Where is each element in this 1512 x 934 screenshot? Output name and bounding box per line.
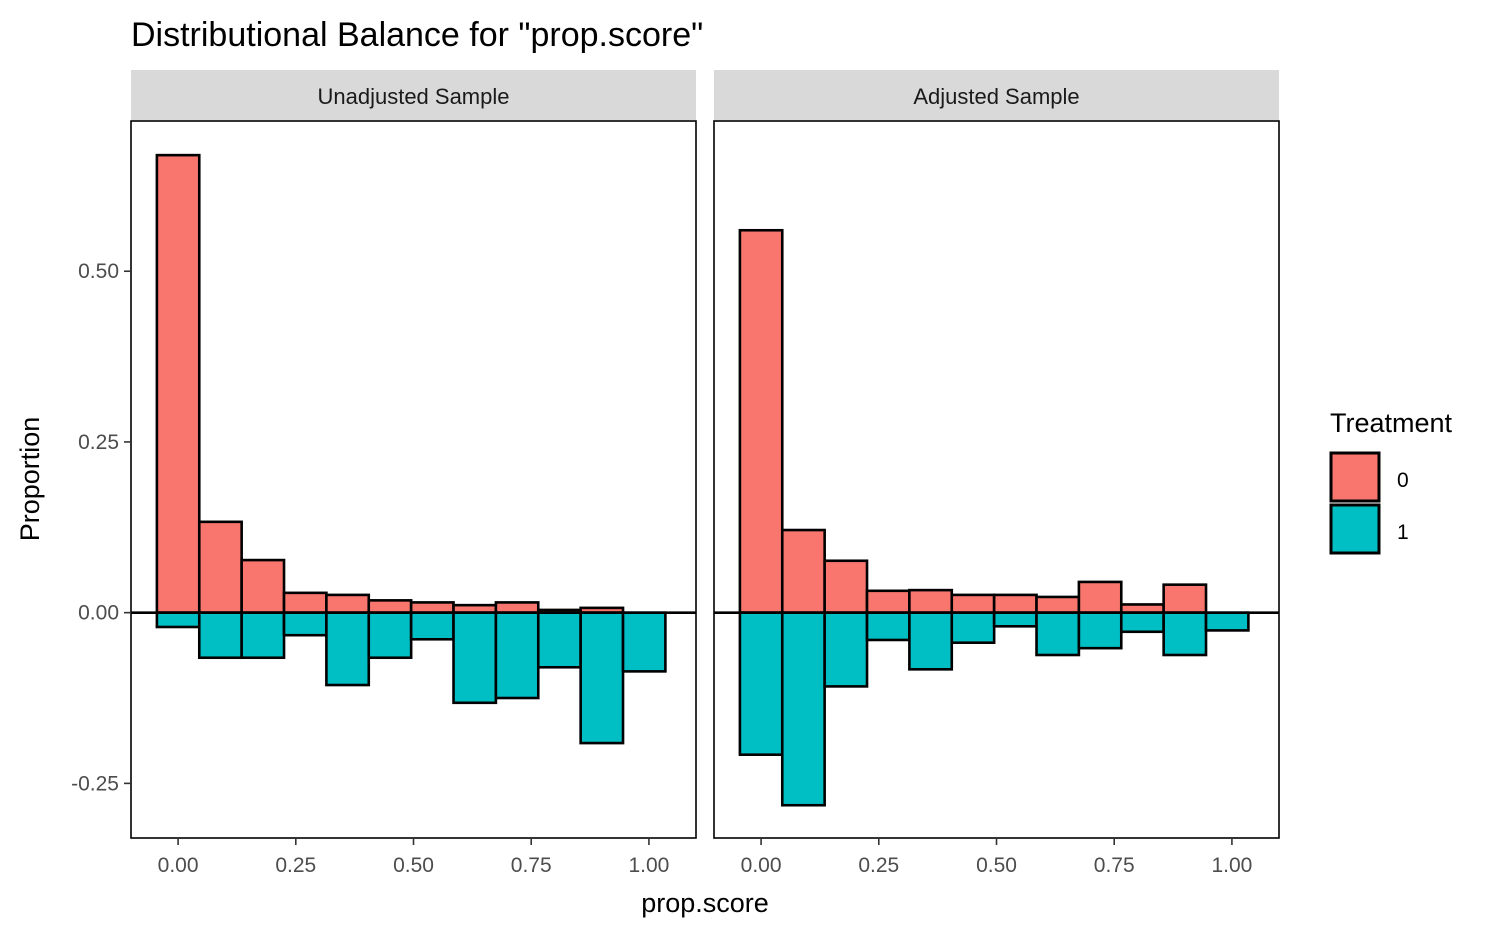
x-tick-label-0-3: 0.75 [511, 854, 552, 877]
y-tick-label-1: 0.00 [78, 602, 119, 625]
facet-panel-1: Adjusted Sample 0.00 0.25 0.50 0.75 1.00 [713, 70, 1280, 877]
facet-strip-1 [714, 70, 1279, 120]
bar-adjusted-sample-t1-bin3 [865, 611, 911, 642]
x-tick-label-0-1: 0.25 [275, 854, 316, 877]
bar-adjusted-sample-t1-bin4 [908, 611, 954, 671]
bar-unadjusted-sample-t1-bin1 [197, 611, 243, 660]
bar-unadjusted-sample-t1-bin0 [155, 611, 201, 629]
bar-adjusted-sample-t0-bin2 [823, 559, 869, 614]
bar-unadjusted-sample-t0-bin6 [409, 601, 455, 614]
bar-unadjusted-sample-t1-bin10 [579, 611, 625, 745]
legend-label-1: 1 [1397, 521, 1409, 544]
legend-title: Treatment [1330, 408, 1453, 438]
x-tick-label-0-0: 0.00 [158, 854, 199, 877]
bar-unadjusted-sample-t0-bin8 [494, 601, 540, 614]
facet-strip-label-0: Unadjusted Sample [317, 84, 509, 109]
bar-adjusted-sample-t1-bin6 [992, 611, 1038, 628]
bar-adjusted-sample-t0-bin3 [865, 589, 911, 614]
y-tick-label-3: 0.50 [78, 260, 119, 283]
bar-unadjusted-sample-t1-bin7 [452, 611, 498, 705]
bar-unadjusted-sample-t1-bin5 [367, 611, 413, 660]
x-tick-label-1-1: 0.25 [858, 854, 899, 877]
bar-adjusted-sample-t0-bin8 [1077, 580, 1123, 614]
bar-adjusted-sample-t1-bin9 [1119, 611, 1165, 634]
y-tick-label-2: 0.25 [78, 431, 119, 454]
x-tick-label-1-0: 0.00 [741, 854, 782, 877]
bar-unadjusted-sample-t1-bin9 [536, 611, 582, 669]
bar-adjusted-sample-t1-bin5 [950, 611, 996, 645]
bar-adjusted-sample-t1-bin10 [1162, 611, 1208, 657]
x-tick-label-0-4: 1.00 [628, 854, 669, 877]
x-axis-title: prop.score [641, 888, 769, 918]
legend-key-0 [1329, 451, 1381, 503]
facet-strip-label-1: Adjusted Sample [913, 84, 1079, 109]
bar-adjusted-sample-t0-bin1 [780, 528, 826, 614]
bar-unadjusted-sample-t0-bin1 [197, 520, 243, 614]
bar-adjusted-sample-t0-bin6 [992, 593, 1038, 614]
x-tick-label-1-2: 0.50 [976, 854, 1017, 877]
y-tick-label-0: -0.25 [71, 772, 119, 795]
bar-adjusted-sample-t0-bin4 [908, 588, 954, 614]
x-tick-label-1-3: 0.75 [1094, 854, 1135, 877]
bar-unadjusted-sample-t1-bin8 [494, 611, 540, 700]
x-tick-label-0-2: 0.50 [393, 854, 434, 877]
bar-adjusted-sample-t1-bin1 [780, 611, 826, 807]
bar-adjusted-sample-t1-bin0 [738, 611, 784, 756]
bar-adjusted-sample-t1-bin7 [1035, 611, 1081, 657]
bar-unadjusted-sample-t0-bin2 [240, 558, 286, 614]
legend: Treatment 0 1 [1329, 408, 1453, 555]
bar-unadjusted-sample-t1-bin2 [240, 611, 286, 660]
bar-adjusted-sample-t0-bin0 [738, 228, 784, 614]
bar-unadjusted-sample-t1-bin4 [325, 611, 371, 687]
bar-unadjusted-sample-t1-bin6 [409, 611, 455, 641]
bar-unadjusted-sample-t1-bin3 [282, 611, 328, 637]
bar-adjusted-sample-t1-bin11 [1204, 611, 1250, 632]
bar-unadjusted-sample-t0-bin4 [325, 593, 371, 614]
bar-unadjusted-sample-t1-bin11 [621, 611, 667, 673]
bar-adjusted-sample-t1-bin8 [1077, 611, 1123, 650]
chart-title: Distributional Balance for "prop.score" [131, 16, 703, 54]
bar-unadjusted-sample-t0-bin3 [282, 591, 328, 614]
facet-strip-0 [131, 70, 696, 120]
bar-adjusted-sample-t0-bin7 [1035, 595, 1081, 614]
bar-adjusted-sample-t1-bin2 [823, 611, 869, 688]
y-axis-title: Proportion [15, 417, 45, 542]
x-tick-label-1-4: 1.00 [1211, 854, 1252, 877]
bar-unadjusted-sample-t0-bin0 [155, 153, 201, 614]
bar-unadjusted-sample-t0-bin5 [367, 599, 413, 614]
facet-panel-0: Unadjusted Sample 0.00 0.25 0.50 0.75 1.00 [130, 70, 697, 877]
bar-adjusted-sample-t0-bin10 [1162, 583, 1208, 614]
legend-label-0: 0 [1397, 469, 1409, 492]
legend-key-1 [1329, 503, 1381, 555]
bar-adjusted-sample-t0-bin5 [950, 593, 996, 614]
